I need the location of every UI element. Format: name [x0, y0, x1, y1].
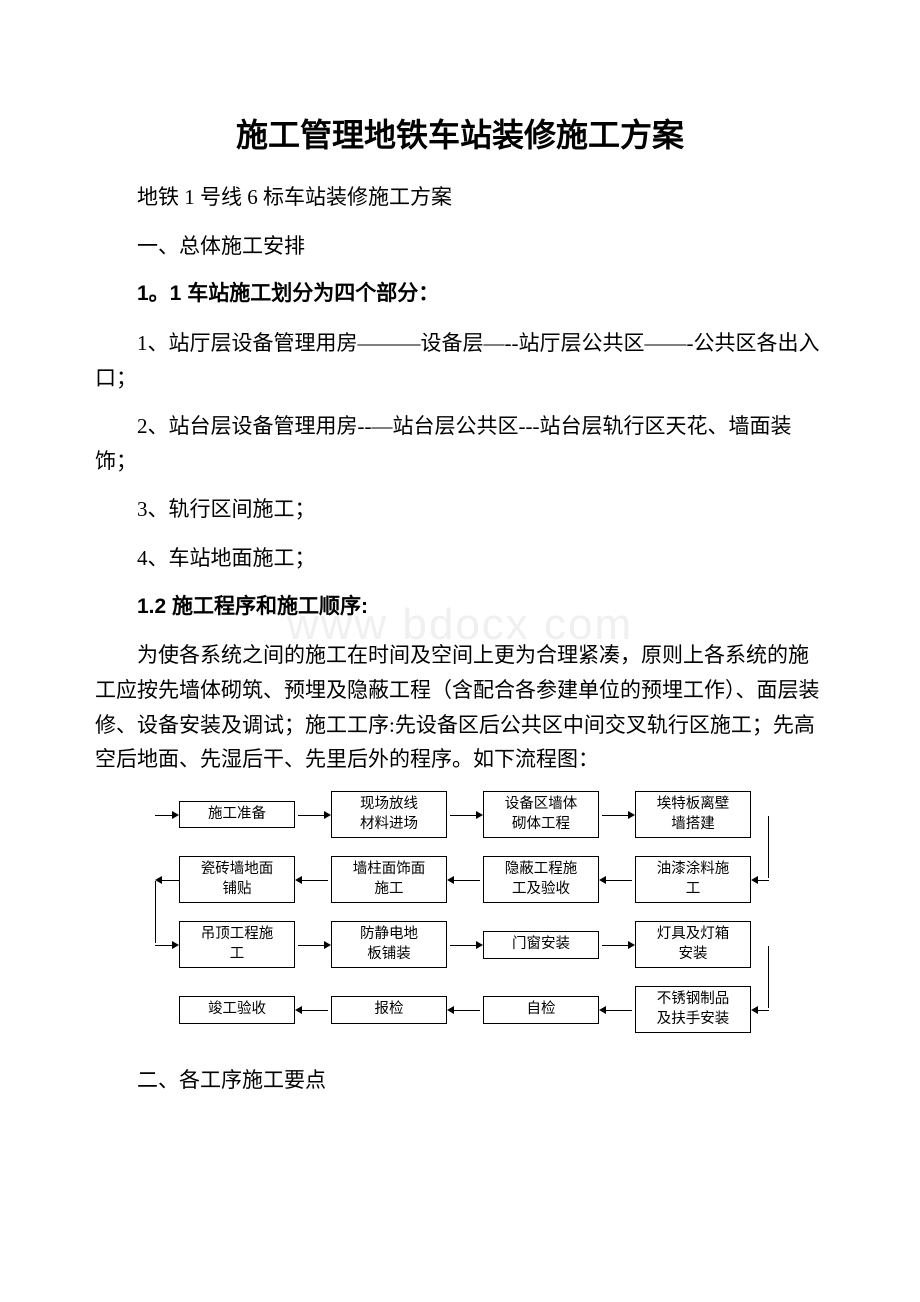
section-heading: 1。1 车站施工划分为四个部分： [95, 277, 825, 312]
arrow-right-icon [295, 940, 331, 950]
flow-node: 竣工验收 [179, 996, 295, 1024]
arrow-left-icon [599, 875, 635, 885]
paragraph: 二、各工序施工要点 [95, 1063, 825, 1098]
flow-connector [155, 903, 179, 921]
flow-node: 设备区墙体 砌体工程 [483, 791, 599, 838]
paragraph: 3、轨行区间施工； [95, 492, 825, 527]
flow-node: 油漆涂料施 工 [635, 856, 751, 903]
flow-node: 埃特板离壁 墙搭建 [635, 791, 751, 838]
document-content: 施工管理地铁车站装修施工方案 地铁 1 号线 6 标车站装修施工方案 一、总体施… [95, 110, 825, 1098]
paragraph: 地铁 1 号线 6 标车站装修施工方案 [95, 180, 825, 215]
paragraph: 2、站台层设备管理用房--—站台层公共区---站台层轨行区天花、墙面装饰； [95, 409, 825, 478]
arrow-right-icon [599, 940, 635, 950]
paragraph: 1、站厅层设备管理用房———设备层—--站厅层公共区——-公共区各出入口； [95, 326, 825, 395]
arrow-right-icon [447, 810, 483, 820]
flow-node: 墙柱面饰面 施工 [331, 856, 447, 903]
arrow-left-icon [155, 875, 179, 885]
arrow-left-icon [751, 1005, 769, 1015]
arrow-left-icon [295, 875, 331, 885]
section-heading: 1.2 施工程序和施工顺序: [95, 590, 825, 625]
paragraph: 4、车站地面施工； [95, 541, 825, 576]
arrow-left-icon [447, 875, 483, 885]
flow-node: 施工准备 [179, 801, 295, 829]
flow-node: 防静电地 板铺装 [331, 921, 447, 968]
flowchart: 施工准备 现场放线 材料进场 设备区墙体 砌体工程 埃特板离壁 墙搭建 瓷砖墙地… [155, 791, 805, 1034]
flow-connector [751, 838, 769, 856]
flow-node: 门窗安装 [483, 931, 599, 959]
flow-node: 现场放线 材料进场 [331, 791, 447, 838]
arrow-right-icon [447, 940, 483, 950]
flow-connector [751, 968, 769, 986]
arrow-left-icon [599, 1005, 635, 1015]
flow-node: 隐蔽工程施 工及验收 [483, 856, 599, 903]
paragraph: 为使各系统之间的施工在时间及空间上更为合理紧凑，原则上各系统的施工应按先墙体砌筑… [95, 638, 825, 777]
arrow-left-icon [295, 1005, 331, 1015]
paragraph: 一、总体施工安排 [95, 229, 825, 264]
flow-node: 不锈钢制品 及扶手安装 [635, 986, 751, 1033]
flow-node: 自检 [483, 996, 599, 1024]
flow-node: 瓷砖墙地面 铺贴 [179, 856, 295, 903]
arrow-right-icon [295, 810, 331, 820]
flow-node: 吊顶工程施 工 [179, 921, 295, 968]
document-title: 施工管理地铁车站装修施工方案 [95, 110, 825, 156]
arrow-right-icon [155, 810, 179, 820]
arrow-right-icon [599, 810, 635, 820]
arrow-left-icon [751, 875, 769, 885]
arrow-right-icon [155, 940, 179, 950]
flow-node: 灯具及灯箱 安装 [635, 921, 751, 968]
flow-node: 报检 [331, 996, 447, 1024]
arrow-left-icon [447, 1005, 483, 1015]
